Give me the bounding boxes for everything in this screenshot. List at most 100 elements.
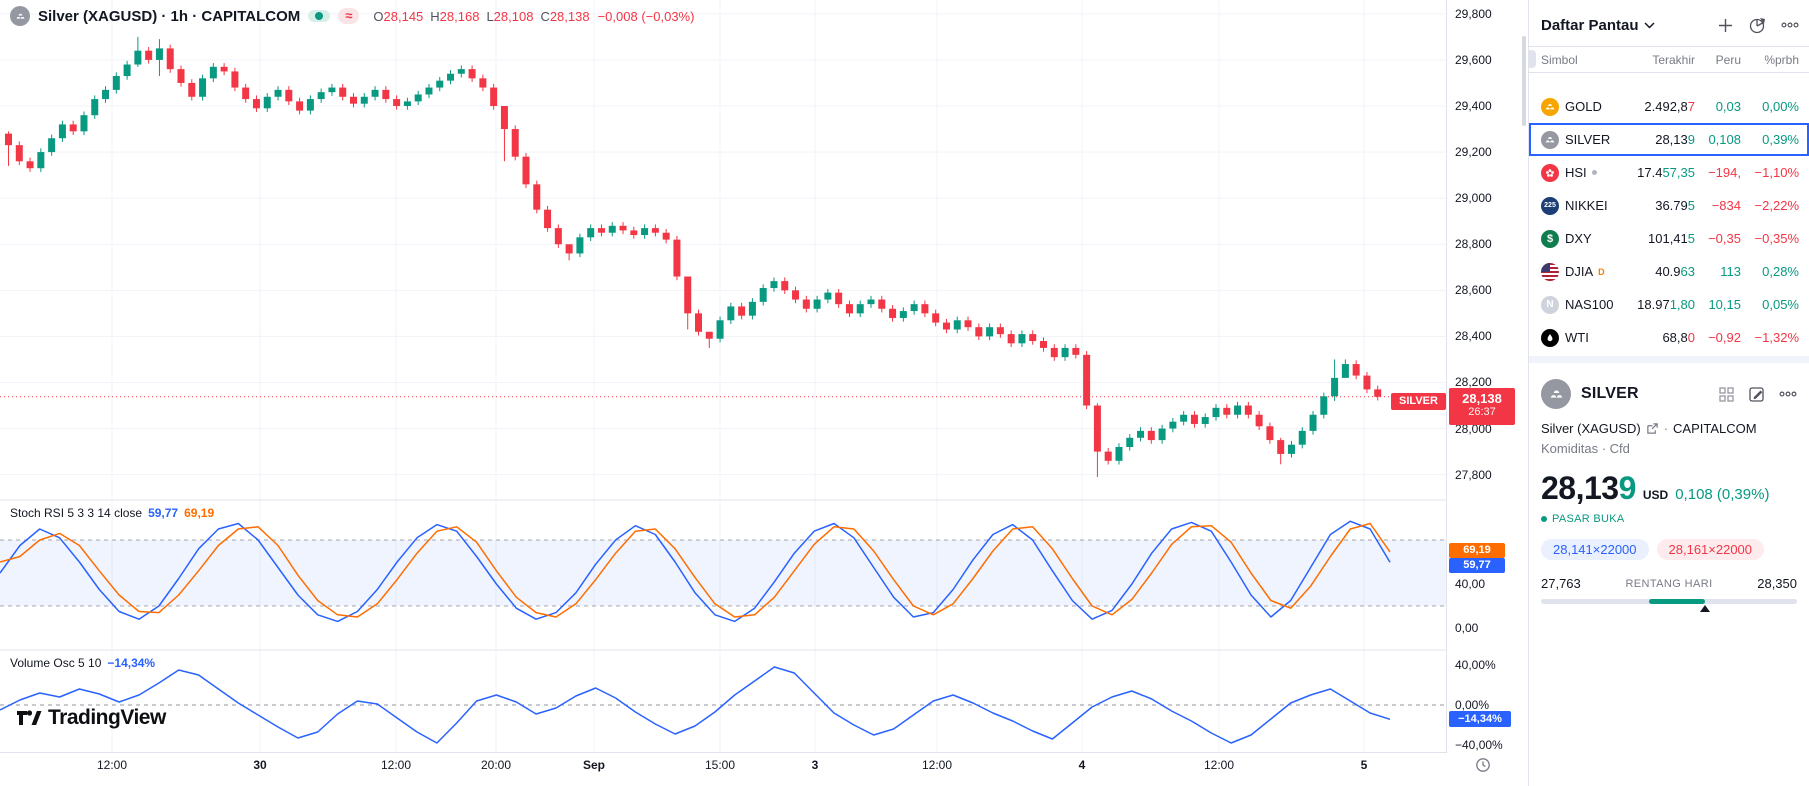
price-axis-label: 28,000 [1455,421,1492,436]
symbol-name: DXY [1565,231,1592,246]
external-link-icon[interactable] [1646,422,1659,435]
volume-osc-legend[interactable]: Volume Osc 5 10 −14,34% [10,656,155,670]
bid-pill[interactable]: 28,141×22000 [1541,539,1649,560]
chart-area[interactable]: Silver (XAGUSD) · 1h · CAPITALCOM ≈ O28,… [0,0,1515,786]
price-axis-label: 28,200 [1455,375,1492,390]
symbol-last-price: 36.795 [1655,198,1695,213]
column-symbol: Simbol [1541,52,1578,67]
price-axis-label: 28,600 [1455,283,1492,298]
detail-change: 0,108 (0,39%) [1675,486,1770,503]
time-axis-border [0,752,1447,753]
time-axis-label[interactable]: 12:00 [921,758,953,772]
panel-splitter[interactable] [1520,0,1528,786]
tradingview-logo-text: TradingView [48,706,166,729]
watchlist-row-nas100[interactable]: N NAS100 18.971,80 10,15 0,05% [1529,288,1809,321]
panel-resize-handle[interactable] [1529,50,1536,68]
volume-axis-label: −40,00% [1455,738,1503,752]
section-divider [1529,356,1809,363]
last-price-label: 28,138 26:37 [1449,388,1515,425]
watchlist-title-menu[interactable]: Daftar Pantau [1541,17,1655,34]
stoch-d-value: 69,19 [184,506,215,520]
price-axis-label: 27,800 [1455,467,1492,482]
time-axis-label[interactable]: 15:00 [704,758,736,772]
watchlist-row-gold[interactable]: GOLD 2.492,87 0,03 0,00% [1529,90,1809,123]
delayed-dot-icon [1591,170,1597,175]
chart-title[interactable]: Silver (XAGUSD) · 1h · CAPITALCOM [38,7,301,25]
market-status: PASAR BUKA [1541,513,1797,525]
symbol-last-price: 101,415 [1648,231,1695,246]
edit-note-button[interactable] [1748,385,1766,403]
ohlc-values: O28,145 H28,168 L28,108 C28,138 [373,8,590,24]
more-icon [1779,391,1797,397]
day-range-high: 28,350 [1757,576,1797,591]
time-axis-label[interactable]: 12:00 [380,758,412,772]
time-axis-label[interactable]: Sep [582,758,606,772]
approx-data-badge[interactable]: ≈ [338,8,360,24]
price-axis-label: 29,800 [1455,6,1492,21]
time-axis-label[interactable]: 20:00 [480,758,512,772]
watchlist-header: Daftar Pantau [1529,8,1809,42]
tradingview-logo-icon [17,710,42,725]
silver-icon [1541,130,1559,149]
add-symbol-button[interactable] [1717,17,1734,34]
watchlist-row-wti[interactable]: WTI 68,80 −0,92 −1,32% [1529,321,1809,354]
symbol-last-price: 68,80 [1662,330,1695,345]
symbol-change-pct: 0,28% [1762,264,1799,279]
symbol-change: 113 [1720,264,1741,279]
symbol-change-pct: −0,35% [1754,231,1799,246]
market-status-dot-badge[interactable] [308,10,331,22]
watchlist-panel: Daftar Pantau Simbol Terakhir Peru %prbh [1528,0,1809,786]
time-axis-label[interactable]: 12:00 [96,758,128,772]
pie-chart-icon [1749,17,1765,33]
watchlist-more-button[interactable] [1781,22,1799,28]
detail-more-button[interactable] [1779,391,1797,397]
gold-icon [1541,97,1559,116]
price-axis-label: 29,000 [1455,191,1492,206]
detail-symbol-name[interactable]: SILVER [1581,385,1639,402]
watchlist-row-hsi[interactable]: HSI 17.457,35 −194, −1,10% [1529,156,1809,189]
layout-grid-button[interactable] [1718,386,1735,403]
stoch-rsi-legend[interactable]: Stoch RSI 5 3 3 14 close 59,77 69,19 [10,506,214,520]
market-open-dot [1541,516,1547,522]
symbol-change-pct: 0,05% [1762,297,1799,312]
time-axis-label[interactable]: 30 [253,758,267,772]
detail-symbol-fullname[interactable]: Silver (XAGUSD) [1541,421,1641,436]
time-axis-label[interactable]: 5 [1360,758,1368,772]
plus-icon [1719,18,1732,32]
scrollbar-thumb[interactable] [1522,36,1526,126]
stoch-k-axis-badge: 59,77 [1449,558,1505,573]
detail-exchange: CAPITALCOM [1673,421,1757,436]
watchlist-column-headers[interactable]: Simbol Terakhir Peru %prbh [1529,46,1809,73]
chart-canvas[interactable] [0,0,1447,752]
timezone-clock-icon[interactable] [1475,757,1491,778]
volume-axis-label: 40,00% [1455,658,1496,672]
time-axis-label[interactable]: 4 [1078,758,1086,772]
tradingview-logo[interactable]: TradingView [16,706,166,730]
watchlist-row-dxy[interactable]: $ DXY 101,415 −0,35 −0,35% [1529,222,1809,255]
hsi-icon [1541,163,1559,182]
watchlist-row-djia[interactable]: DJIA D 40.963 113 0,28% [1529,255,1809,288]
symbol-name: HSI [1565,165,1623,180]
time-axis-label[interactable]: 12:00 [1203,758,1235,772]
dxy-icon: $ [1541,229,1559,248]
symbol-name: WTI [1565,330,1589,345]
heatmap-button[interactable] [1748,16,1767,35]
edit-icon [1749,387,1764,402]
symbol-change: −194, [1708,165,1741,180]
watchlist-row-nikkei[interactable]: 225 NIKKEI 36.795 −834 −2,22% [1529,189,1809,222]
symbol-last-price: 18.971,80 [1637,297,1695,312]
symbol-name: SILVER [1565,132,1611,147]
silver-symbol-icon [10,6,30,26]
price-axis-label: 28,800 [1455,237,1492,252]
symbol-name: GOLD [1565,99,1602,114]
ask-pill[interactable]: 28,161×22000 [1656,539,1765,560]
time-axis-label[interactable]: 3 [811,758,819,772]
column-pct: %prbh [1764,52,1799,67]
delayed-badge: D [1598,266,1605,277]
watchlist-row-silver[interactable]: SILVER 28,139 0,108 0,39% [1529,123,1809,156]
ohlc-change: −0,008 (−0,03%) [597,8,695,24]
grid-icon [1719,386,1734,402]
stoch-axis-label: 0,00 [1455,621,1479,635]
symbol-name: DJIA D [1565,264,1605,279]
